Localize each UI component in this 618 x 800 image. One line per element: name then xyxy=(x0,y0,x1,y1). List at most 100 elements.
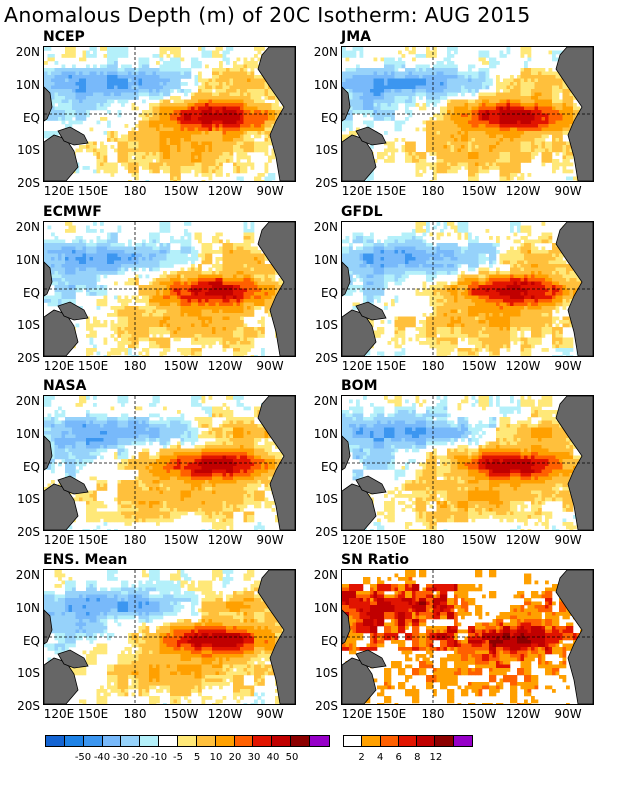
lat-tick-label: 20S xyxy=(17,176,40,190)
lon-tick-label: 180 xyxy=(421,533,445,547)
lon-tick-label: 150W xyxy=(461,359,497,373)
map-panel: JMA 20N 10N EQ 10S 20S 120E 150E 180 150W 120W 90W xyxy=(298,29,594,202)
lon-tick-label: 180 xyxy=(123,533,147,547)
land-mass xyxy=(355,126,387,146)
colorbar-label: 10 xyxy=(209,752,223,763)
land-mass xyxy=(555,570,593,704)
panel-title: ENS. Mean xyxy=(43,552,128,568)
colorbar-swatch xyxy=(380,736,399,746)
lon-tick-label: 120E xyxy=(341,359,373,373)
lon-tick-label: 90W xyxy=(256,533,284,547)
land-mass xyxy=(57,126,89,146)
lon-tick-label: 120E xyxy=(43,707,75,721)
land-mass xyxy=(57,301,89,321)
lat-tick-label: 20S xyxy=(315,351,338,365)
colorbar-label: 12 xyxy=(429,752,443,763)
lat-tick-label: EQ xyxy=(22,634,40,648)
lon-tick-label: 90W xyxy=(256,359,284,373)
anomaly-field xyxy=(44,222,295,356)
colorbar-label: 50 xyxy=(285,752,299,763)
land-mass xyxy=(44,309,79,356)
lat-tick-label: 10S xyxy=(315,143,338,157)
sn-ratio-colorbar xyxy=(343,735,473,747)
map-plot xyxy=(43,569,296,705)
lon-tick-label: 90W xyxy=(256,184,284,198)
map-panel: BOM 20N 10N EQ 10S 20S 120E 150E 180 150W 120W 90W xyxy=(298,378,594,551)
land-mass xyxy=(257,396,295,530)
lon-tick-label: 150E xyxy=(77,533,109,547)
lon-tick-label: 90W xyxy=(554,184,582,198)
colorbar-swatch xyxy=(453,736,472,746)
lat-tick-label: EQ xyxy=(22,286,40,300)
colorbar-swatch xyxy=(159,736,179,746)
colorbar-label: 8 xyxy=(414,752,421,763)
lat-tick-label: 10N xyxy=(313,253,338,267)
lat-tick-label: 10S xyxy=(17,492,40,506)
map-panel: SN Ratio 20N 10N EQ 10S 20S 120E 150E 180 150W 120… xyxy=(298,552,594,725)
lon-tick-label: 120E xyxy=(341,707,373,721)
colorbar-label: -40 xyxy=(93,752,111,763)
lat-tick-label: 10N xyxy=(15,601,40,615)
lat-tick-label: 20N xyxy=(313,394,338,408)
map-plot xyxy=(43,221,296,357)
land-mass xyxy=(342,483,377,530)
panel-title: ECMWF xyxy=(43,204,102,220)
lat-tick-label: 20N xyxy=(313,220,338,234)
land-mass xyxy=(342,435,351,471)
land-mass xyxy=(342,609,351,645)
lon-tick-label: 90W xyxy=(554,533,582,547)
lat-tick-label: 10S xyxy=(17,143,40,157)
colorbar-swatch xyxy=(64,736,84,746)
lat-tick-label: EQ xyxy=(22,111,40,125)
lat-tick-label: 10N xyxy=(15,78,40,92)
colorbar-label: -10 xyxy=(150,752,168,763)
colorbar-label: 5 xyxy=(193,752,201,763)
lat-tick-label: 10N xyxy=(15,253,40,267)
anomaly-field xyxy=(44,396,295,530)
lat-tick-label: 20N xyxy=(313,45,338,59)
lon-tick-label: 150E xyxy=(375,707,407,721)
panel-title: JMA xyxy=(341,29,371,45)
map-plot xyxy=(341,221,594,357)
lat-tick-label: 10N xyxy=(313,601,338,615)
colorbar-label: 2 xyxy=(358,752,365,763)
lon-tick-label: 90W xyxy=(256,707,284,721)
colorbar-swatch xyxy=(362,736,381,746)
lon-tick-label: 90W xyxy=(554,359,582,373)
lon-tick-label: 120W xyxy=(505,707,541,721)
land-mass xyxy=(257,222,295,356)
land-mass xyxy=(57,649,89,669)
colorbar-swatch xyxy=(291,736,311,746)
colorbar-swatch xyxy=(121,736,141,746)
land-mass xyxy=(342,657,377,704)
map-plot xyxy=(341,569,594,705)
land-mass xyxy=(555,47,593,181)
lat-tick-label: EQ xyxy=(320,286,338,300)
map-panel: ECMWF 20N 10N EQ 10S 20S 120E 150E 180 150W 120W 90… xyxy=(0,204,296,377)
lat-tick-label: 10N xyxy=(313,427,338,441)
lon-tick-label: 120W xyxy=(505,359,541,373)
land-mass xyxy=(44,609,53,645)
panel-title: GFDL xyxy=(341,204,383,220)
colorbar-swatch xyxy=(140,736,160,746)
lat-tick-label: EQ xyxy=(320,634,338,648)
land-mass xyxy=(342,261,351,297)
lat-tick-label: 10S xyxy=(315,318,338,332)
lon-tick-label: 180 xyxy=(421,707,445,721)
anomaly-field xyxy=(342,222,593,356)
colorbar-label: -50 xyxy=(74,752,92,763)
land-mass xyxy=(257,570,295,704)
lat-tick-label: 20S xyxy=(17,699,40,713)
land-mass xyxy=(342,309,377,356)
lon-tick-label: 150E xyxy=(77,184,109,198)
lat-tick-label: 10S xyxy=(17,318,40,332)
colorbar-label: -5 xyxy=(173,752,183,763)
lon-tick-label: 120E xyxy=(341,533,373,547)
colorbar-label: 4 xyxy=(376,752,384,763)
colorbar-label: 20 xyxy=(228,752,242,763)
lon-tick-label: 150E xyxy=(77,707,109,721)
figure-title: Anomalous Depth (m) of 20C Isotherm: AUG… xyxy=(4,3,531,27)
lon-tick-label: 120W xyxy=(207,184,243,198)
lat-tick-label: EQ xyxy=(22,460,40,474)
colorbar-label: -20 xyxy=(131,752,149,763)
